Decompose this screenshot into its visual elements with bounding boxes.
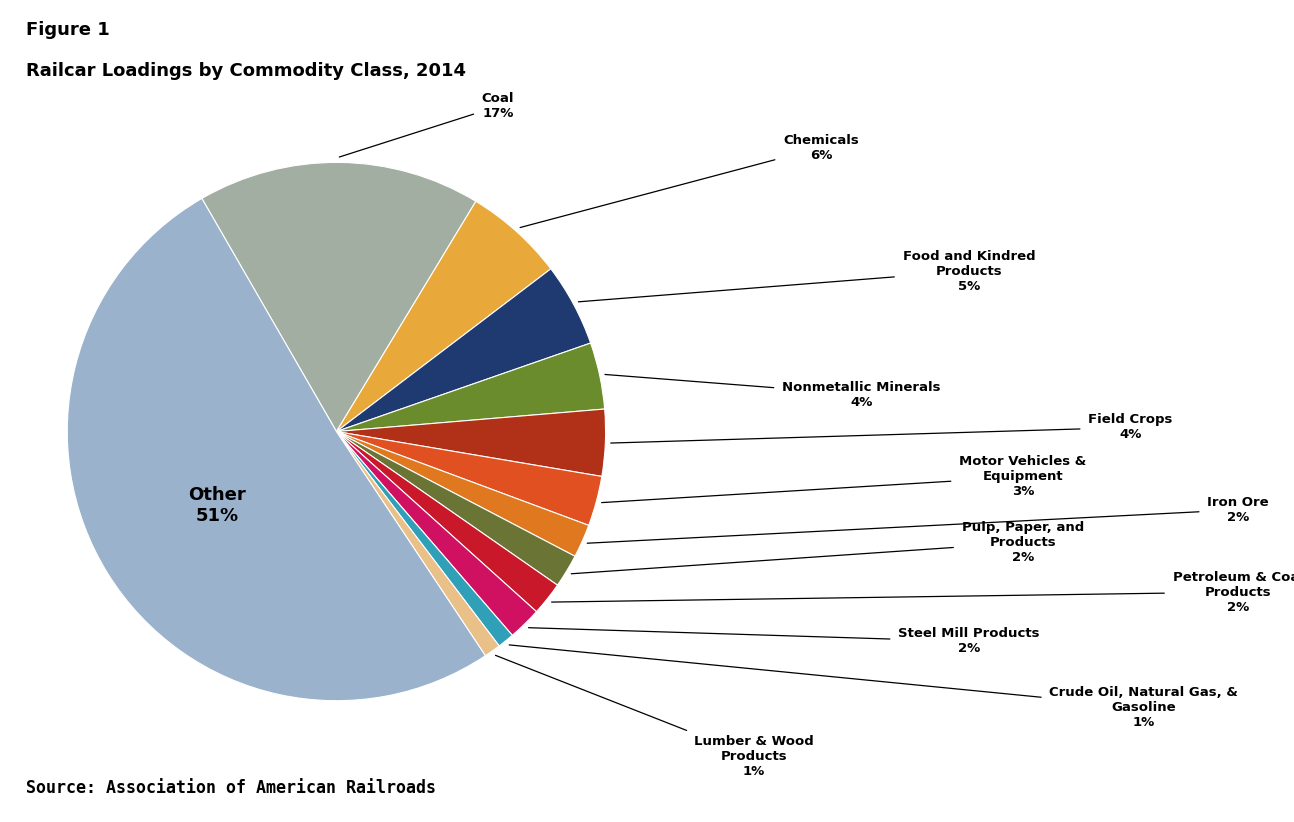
Wedge shape bbox=[202, 163, 476, 432]
Text: Lumber & Wood
Products
1%: Lumber & Wood Products 1% bbox=[496, 655, 814, 778]
Text: Steel Mill Products
2%: Steel Mill Products 2% bbox=[528, 627, 1039, 655]
Text: Pulp, Paper, and
Products
2%: Pulp, Paper, and Products 2% bbox=[571, 521, 1084, 574]
Wedge shape bbox=[336, 432, 589, 556]
Text: Crude Oil, Natural Gas, &
Gasoline
1%: Crude Oil, Natural Gas, & Gasoline 1% bbox=[510, 645, 1238, 729]
Text: Field Crops
4%: Field Crops 4% bbox=[611, 413, 1172, 443]
Text: Source: Association of American Railroads: Source: Association of American Railroad… bbox=[26, 779, 436, 797]
Text: Petroleum & Coal
Products
2%: Petroleum & Coal Products 2% bbox=[551, 570, 1294, 613]
Wedge shape bbox=[336, 432, 602, 525]
Text: Motor Vehicles &
Equipment
3%: Motor Vehicles & Equipment 3% bbox=[602, 455, 1087, 502]
Wedge shape bbox=[336, 432, 575, 585]
Text: Figure 1: Figure 1 bbox=[26, 21, 110, 39]
Wedge shape bbox=[336, 432, 558, 612]
Text: Nonmetallic Minerals
4%: Nonmetallic Minerals 4% bbox=[606, 375, 941, 409]
Wedge shape bbox=[336, 432, 512, 646]
Wedge shape bbox=[336, 201, 551, 432]
Wedge shape bbox=[336, 432, 537, 635]
Text: Chemicals
6%: Chemicals 6% bbox=[520, 133, 859, 228]
Wedge shape bbox=[336, 269, 590, 432]
Text: Railcar Loadings by Commodity Class, 2014: Railcar Loadings by Commodity Class, 201… bbox=[26, 62, 466, 80]
Wedge shape bbox=[336, 409, 606, 477]
Text: Coal
17%: Coal 17% bbox=[339, 92, 514, 157]
Wedge shape bbox=[336, 343, 604, 432]
Wedge shape bbox=[336, 432, 499, 656]
Text: Iron Ore
2%: Iron Ore 2% bbox=[587, 496, 1269, 543]
Text: Food and Kindred
Products
5%: Food and Kindred Products 5% bbox=[578, 250, 1035, 302]
Text: Other
51%: Other 51% bbox=[189, 486, 246, 524]
Wedge shape bbox=[67, 198, 485, 700]
